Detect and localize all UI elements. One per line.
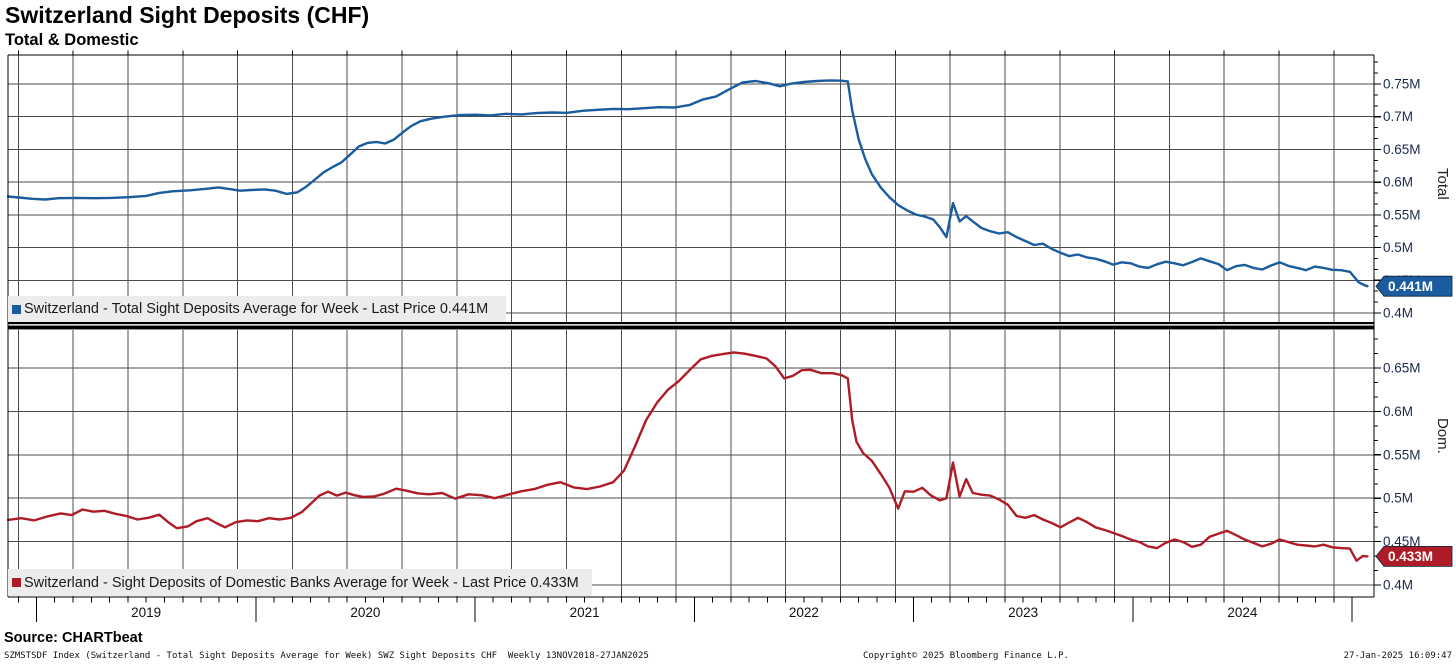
last-price-value: 0.441M xyxy=(1388,279,1433,294)
legend-domestic-series[interactable]: Switzerland - Sight Deposits of Domestic… xyxy=(8,569,592,596)
x-axis-year-label: 2024 xyxy=(1227,605,1258,620)
y-axis-tick-label: 0.5M xyxy=(1383,240,1413,255)
y-axis-tick-label: 0.6M xyxy=(1383,404,1413,419)
index-description-line: SZMSTSDF Index (Switzerland - Total Sigh… xyxy=(4,651,649,661)
y-axis-tick-label: 0.65M xyxy=(1383,361,1421,376)
last-price-value: 0.433M xyxy=(1388,549,1433,564)
x-axis-year-label: 2020 xyxy=(350,605,380,620)
x-axis-year-label: 2021 xyxy=(570,605,600,620)
y-axis-title-domestic: Dom. xyxy=(1434,418,1451,454)
y-axis-tick-label: 0.55M xyxy=(1383,207,1421,222)
copyright-notice: Copyright© 2025 Bloomberg Finance L.P. xyxy=(863,651,1069,661)
x-axis-year-label: 2022 xyxy=(789,605,819,620)
y-axis-tick-label: 0.55M xyxy=(1383,447,1421,462)
last-price-badge-total: 0.441M xyxy=(1375,275,1453,297)
y-axis-tick-label: 0.75M xyxy=(1383,76,1421,91)
y-axis-tick-label: 0.7M xyxy=(1383,109,1413,124)
top-axis-ticks xyxy=(17,50,1335,55)
y-axis-tick-label: 0.4M xyxy=(1383,306,1413,321)
legend-total-label: Switzerland - Total Sight Deposits Avera… xyxy=(24,301,489,317)
legend-domestic-label: Switzerland - Sight Deposits of Domestic… xyxy=(24,574,579,591)
x-axis: 2019 2020 2021 2022 2023 2024 xyxy=(17,597,1353,622)
total-panel: 0.4M0.45M0.5M0.55M0.6M0.65M0.7M0.75M0.44… xyxy=(6,55,1453,322)
vertical-gridlines xyxy=(17,330,1335,597)
y-axis-tick-label: 0.45M xyxy=(1383,534,1421,549)
page-subtitle: Total & Domestic xyxy=(5,31,139,49)
legend-total-series[interactable]: Switzerland - Total Sight Deposits Avera… xyxy=(8,296,506,322)
y-axis-domestic: 0.4M 0.45M 0.5M 0.55M 0.6M 0.65M xyxy=(1374,338,1421,593)
domestic-series-marker-icon xyxy=(12,578,21,587)
last-price-badge-domestic: 0.433M xyxy=(1375,545,1453,567)
panel-divider-lower xyxy=(8,325,1374,330)
total-series-marker-icon xyxy=(12,304,21,314)
x-axis-year-label: 2023 xyxy=(1008,605,1038,620)
timestamp: 27-Jan-2025 16:09:47 xyxy=(1343,651,1452,661)
domestic-series-line xyxy=(6,351,1369,562)
total-series-line xyxy=(6,79,1369,288)
source-label: Source: CHARTbeat xyxy=(4,630,143,646)
plot-frame xyxy=(7,54,1375,598)
panel-divider xyxy=(8,322,1374,325)
y-axis-tick-label: 0.5M xyxy=(1383,491,1413,506)
page-title: Switzerland Sight Deposits (CHF) xyxy=(5,2,370,28)
y-axis-tick-label: 0.4M xyxy=(1383,578,1413,593)
y-axis-title-total: Total xyxy=(1434,168,1451,200)
x-axis-year-label: 2019 xyxy=(131,605,161,620)
y-axis-tick-label: 0.6M xyxy=(1383,175,1413,190)
domestic-panel: 0.4M 0.45M 0.5M 0.55M 0.6M 0.65M 0.433M xyxy=(6,330,1453,597)
horizontal-gridlines xyxy=(8,83,1374,314)
y-axis-tick-label: 0.65M xyxy=(1383,142,1421,157)
vertical-gridlines xyxy=(17,55,1335,322)
